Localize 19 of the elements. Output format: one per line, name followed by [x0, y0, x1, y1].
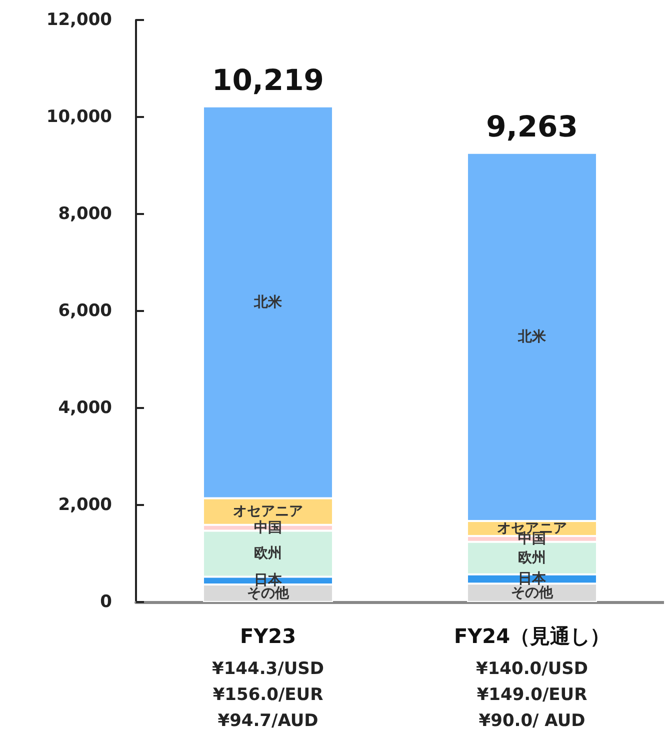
text: その他: [511, 584, 553, 601]
y-tick-label: 8,000: [58, 204, 112, 224]
y-tick-label: 12,000: [46, 10, 112, 30]
x-tick-label: FY23 ¥144.3/USD ¥156.0/EUR ¥94.7/AUD: [212, 624, 324, 731]
y-tick-label: 6,000: [58, 301, 112, 321]
y-tick-label: 10,000: [46, 107, 112, 127]
text: オセアニア: [233, 504, 303, 520]
x-tick-label: FY24（見通し） ¥140.0/USD ¥149.0/EUR ¥90.0/ AUD: [454, 624, 610, 731]
text: 北米: [518, 328, 546, 345]
series-label: その他: [247, 585, 290, 602]
y-tick-label: 2,000: [58, 495, 112, 515]
text: 欧州: [254, 546, 282, 562]
series-label: 北米: [253, 294, 283, 310]
series-label: 欧州: [518, 550, 546, 566]
total-label: 9,263: [486, 109, 578, 144]
y-tick-label: 0: [100, 592, 112, 612]
y-tick-label: 4,000: [58, 398, 112, 418]
total-label: 10,219: [212, 62, 324, 97]
series-label: 中国: [254, 520, 282, 536]
